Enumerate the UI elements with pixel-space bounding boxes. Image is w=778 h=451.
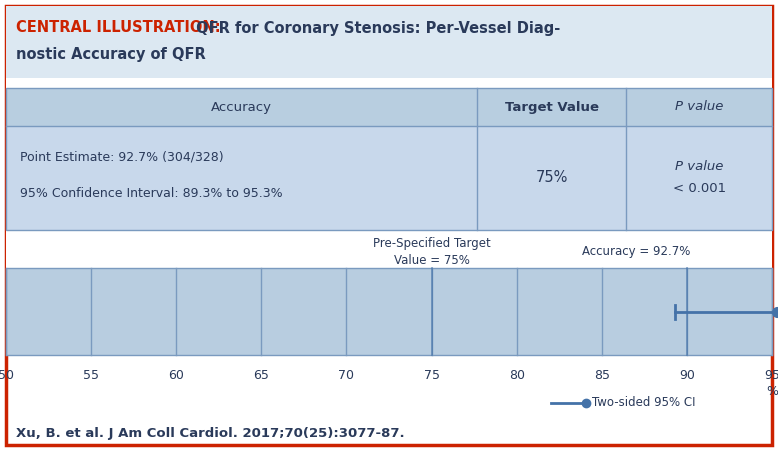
Bar [6, 6, 772, 78]
Bar [6, 88, 772, 230]
Text: P value: P value [675, 160, 724, 172]
Text: 95% Confidence Interval: 89.3% to 95.3%: 95% Confidence Interval: 89.3% to 95.3% [20, 187, 282, 200]
Text: 85: 85 [594, 369, 610, 382]
Text: Accuracy = 92.7%: Accuracy = 92.7% [582, 244, 690, 258]
Text: P value: P value [675, 101, 724, 114]
Text: 95: 95 [764, 369, 778, 382]
Text: nostic Accuracy of QFR: nostic Accuracy of QFR [16, 47, 205, 63]
Text: Accuracy: Accuracy [211, 101, 272, 114]
Text: Point Estimate: 92.7% (304/328): Point Estimate: 92.7% (304/328) [20, 151, 223, 164]
Text: 60: 60 [168, 369, 184, 382]
Text: Value = 75%: Value = 75% [394, 253, 469, 267]
Bar [6, 88, 772, 126]
Bar [6, 268, 772, 355]
Text: %: % [766, 385, 778, 398]
Text: 70: 70 [338, 369, 355, 382]
Text: 90: 90 [679, 369, 695, 382]
Text: Two-sided 95% CI: Two-sided 95% CI [592, 396, 696, 410]
Text: CENTRAL ILLUSTRATION:: CENTRAL ILLUSTRATION: [16, 20, 221, 36]
Text: 75: 75 [423, 369, 440, 382]
Text: < 0.001: < 0.001 [673, 181, 726, 194]
Text: Pre-Specified Target: Pre-Specified Target [373, 238, 490, 250]
Text: QFR for Coronary Stenosis: Per-Vessel Diag-: QFR for Coronary Stenosis: Per-Vessel Di… [191, 20, 560, 36]
Text: 65: 65 [254, 369, 269, 382]
Text: 80: 80 [509, 369, 524, 382]
Text: 55: 55 [83, 369, 99, 382]
Text: 50: 50 [0, 369, 14, 382]
Text: Xu, B. et al. J Am Coll Cardiol. 2017;70(25):3077-87.: Xu, B. et al. J Am Coll Cardiol. 2017;70… [16, 427, 405, 440]
Bar [6, 78, 772, 88]
Text: 75%: 75% [535, 170, 568, 185]
Bar [6, 126, 772, 230]
Text: Target Value: Target Value [505, 101, 599, 114]
Bar [6, 230, 772, 268]
